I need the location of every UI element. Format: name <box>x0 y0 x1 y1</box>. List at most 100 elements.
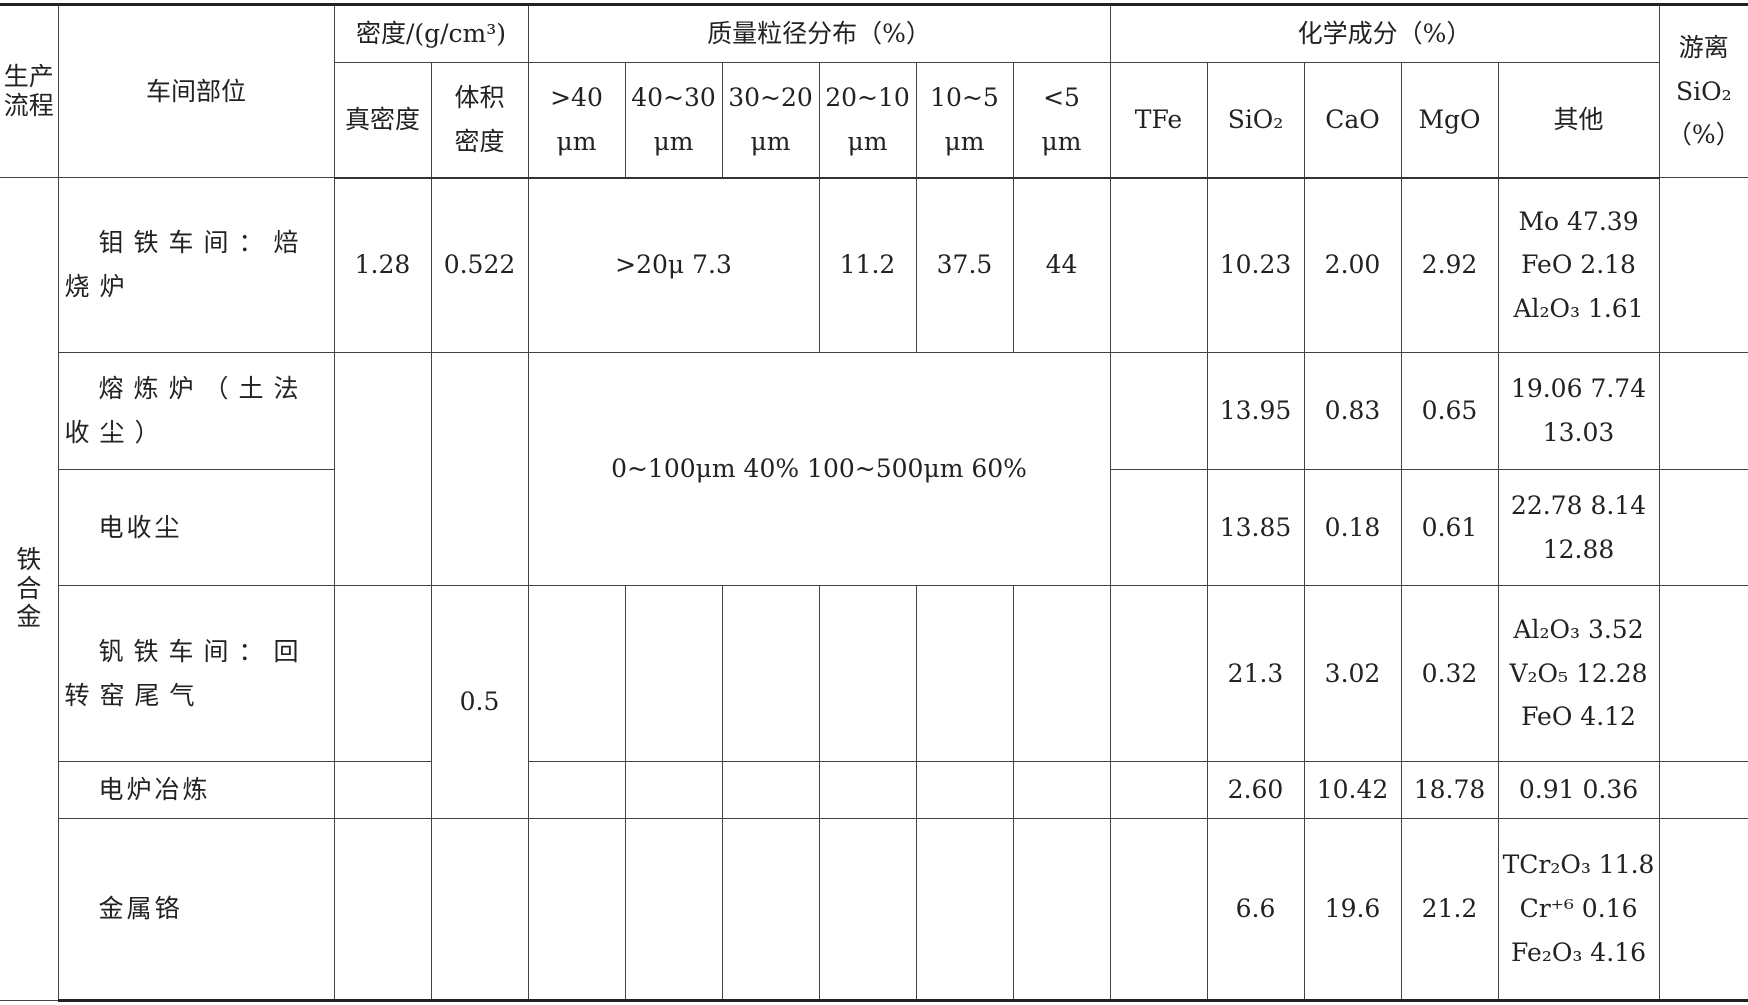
free-sio2-cell <box>1658 585 1748 762</box>
particle-cell <box>721 585 820 762</box>
particle-cell: 11.2 <box>818 177 917 353</box>
cao-cell: 0.83 <box>1303 352 1402 470</box>
cao-cell: 3.02 <box>1303 585 1402 762</box>
particle-cell <box>527 585 626 762</box>
tfe-cell <box>1109 177 1208 353</box>
particle-cell <box>624 761 723 819</box>
bulk-density-cell <box>430 352 529 586</box>
header-true-density: 真密度 <box>334 62 432 179</box>
particle-cell <box>721 818 820 1002</box>
header-chem-col: CaO <box>1303 62 1402 179</box>
header-location: 车间部位 <box>57 3 335 178</box>
particle-cell <box>527 818 626 1002</box>
table-row: 熔炼炉（土法收尘） 0~100μm 40% 100~500μm 60% 13.9… <box>0 352 1748 586</box>
table-row: 电收尘 13.85 0.18 0.61 22.78 8.14 12.88 <box>0 469 1748 586</box>
header-particle-col: 30~20 μm <box>721 62 820 179</box>
particle-cell: 44 <box>1012 177 1111 353</box>
particle-cell <box>818 761 917 819</box>
header-free-sio2: 游离 SiO₂ （%） <box>1658 3 1748 178</box>
mgo-cell: 18.78 <box>1400 761 1499 819</box>
sio2-cell: 10.23 <box>1206 177 1305 353</box>
free-sio2-cell <box>1658 352 1748 470</box>
particle-cell <box>915 585 1014 762</box>
particle-cell <box>624 585 723 762</box>
sio2-cell: 6.6 <box>1206 818 1305 1002</box>
header-particle-col: 10~5 μm <box>915 62 1014 179</box>
particle-cell <box>1012 818 1111 1002</box>
table-row: 金属铬 6.6 19.6 21.2 TCr₂O₃ 11.8 Cr⁺⁶ 0.16 … <box>0 818 1748 1002</box>
header-chem-col: MgO <box>1400 62 1499 179</box>
mgo-cell: 2.92 <box>1400 177 1499 353</box>
other-cell: 19.06 7.74 13.03 <box>1497 352 1660 470</box>
location-cell: 钒铁车间：回转窑尾气 <box>58 585 335 762</box>
particle-cell <box>915 818 1014 1002</box>
bulk-density-cell: 0.5 <box>430 585 529 819</box>
true-density-cell <box>333 818 432 1002</box>
header-chem-col: SiO₂ <box>1206 62 1305 179</box>
true-density-cell <box>333 761 432 819</box>
free-sio2-cell <box>1658 177 1748 353</box>
table-row: 钒铁车间：回转窑尾气 0.5 21.3 3.02 0.32 Al₂O₃ 3.52… <box>0 585 1748 819</box>
table-row: 电炉冶炼 2.60 10.42 18.78 0.91 0.36 <box>0 761 1748 819</box>
tfe-cell <box>1109 352 1208 470</box>
mgo-cell: 21.2 <box>1400 818 1499 1002</box>
location-cell: 钼铁车间：焙烧炉 <box>57 177 335 353</box>
header-particle-col: >40 μm <box>527 62 626 179</box>
header-bulk-density: 体积 密度 <box>430 62 529 179</box>
cao-cell: 0.18 <box>1303 469 1402 586</box>
header-particle-col: 20~10 μm <box>818 62 917 179</box>
sio2-cell: 13.95 <box>1206 352 1305 470</box>
free-sio2-cell <box>1658 818 1748 1002</box>
location-cell: 电炉冶炼 <box>58 761 335 819</box>
mgo-cell: 0.65 <box>1400 352 1499 470</box>
sio2-cell: 2.60 <box>1206 761 1305 819</box>
location-cell: 熔炼炉（土法收尘） <box>58 352 335 470</box>
other-cell: Mo 47.39 FeO 2.18 Al₂O₃ 1.61 <box>1497 177 1660 353</box>
true-density-cell <box>333 352 432 586</box>
particle-cell <box>721 761 820 819</box>
bulk-density-cell <box>430 818 529 1002</box>
particle-cell <box>1012 585 1111 762</box>
bulk-density-cell: 0.522 <box>430 177 529 353</box>
other-cell: Al₂O₃ 3.52 V₂O₅ 12.28 FeO 4.12 <box>1497 585 1660 762</box>
process-name: 铁 合 金 <box>0 177 59 1001</box>
sio2-cell: 13.85 <box>1206 469 1305 586</box>
table-row: 铁 合 金 钼铁车间：焙烧炉 1.28 0.522 >20μ 7.3 11.2 … <box>0 177 1748 1001</box>
true-density-cell <box>333 585 432 762</box>
particle-cell <box>915 761 1014 819</box>
particle-merged-cell: >20μ 7.3 <box>527 177 820 353</box>
true-density-cell: 1.28 <box>333 177 432 353</box>
header-chem-col: TFe <box>1109 62 1208 179</box>
header-process: 生产 流程 <box>0 3 59 178</box>
header-particle-col: 40~30 μm <box>624 62 723 179</box>
particle-cell <box>818 585 917 762</box>
sio2-cell: 21.3 <box>1206 585 1305 762</box>
other-cell: TCr₂O₃ 11.8 Cr⁺⁶ 0.16 Fe₂O₃ 4.16 <box>1497 818 1660 1002</box>
header-particle-col: <5 μm <box>1012 62 1111 179</box>
header-chem-col: 其他 <box>1497 62 1660 179</box>
tfe-cell <box>1109 761 1208 819</box>
tfe-cell <box>1109 469 1208 586</box>
particle-merged-cell: 0~100μm 40% 100~500μm 60% <box>527 352 1111 586</box>
dust-properties-table: 生产 流程 车间部位 密度/(g/cm³) 质量粒径分布（%） 化学成分（%） … <box>0 3 1748 1002</box>
particle-cell <box>624 818 723 1002</box>
particle-cell <box>1012 761 1111 819</box>
header-density-group: 密度/(g/cm³) <box>333 3 529 63</box>
free-sio2-cell <box>1658 469 1748 586</box>
cao-cell: 2.00 <box>1303 177 1402 353</box>
mgo-cell: 0.32 <box>1400 585 1499 762</box>
location-cell: 金属铬 <box>58 818 335 1002</box>
mgo-cell: 0.61 <box>1400 469 1499 586</box>
other-cell: 0.91 0.36 <box>1497 761 1660 819</box>
cao-cell: 19.6 <box>1303 818 1402 1002</box>
particle-cell: 37.5 <box>915 177 1014 353</box>
other-cell: 22.78 8.14 12.88 <box>1497 469 1660 586</box>
header-particle-group: 质量粒径分布（%） <box>527 3 1111 63</box>
particle-cell <box>818 818 917 1002</box>
header-chem-group: 化学成分（%） <box>1109 3 1660 63</box>
cao-cell: 10.42 <box>1303 761 1402 819</box>
tfe-cell <box>1109 818 1208 1002</box>
location-cell: 电收尘 <box>58 469 335 586</box>
tfe-cell <box>1109 585 1208 762</box>
particle-cell <box>527 761 626 819</box>
